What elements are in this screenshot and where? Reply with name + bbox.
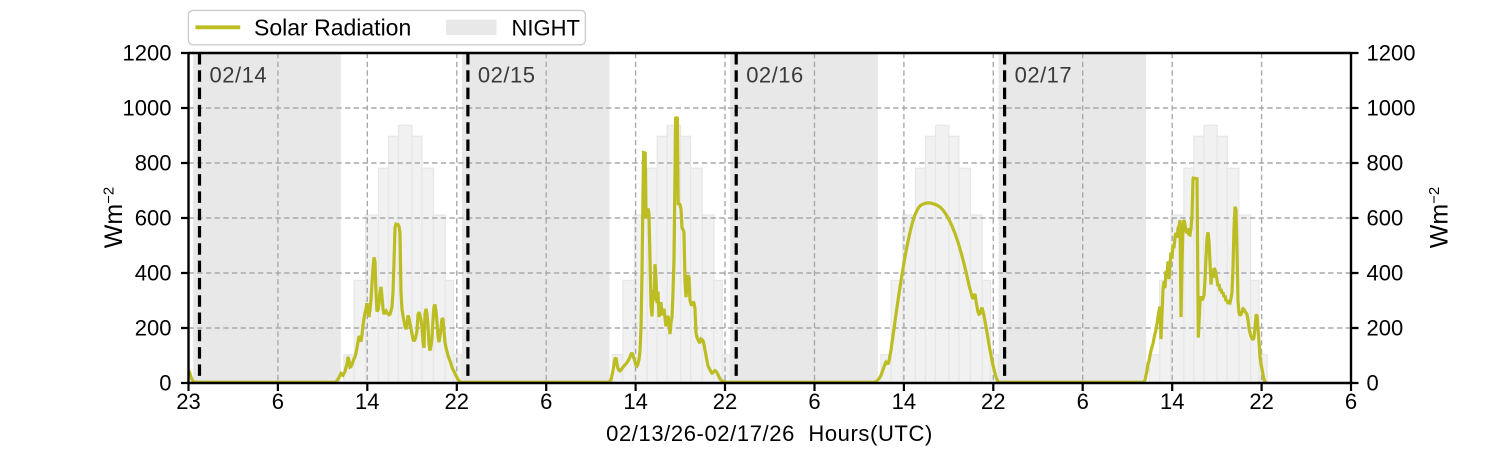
svg-text:6: 6 xyxy=(540,389,552,414)
svg-text:02/14: 02/14 xyxy=(210,63,268,88)
svg-text:02/17: 02/17 xyxy=(1015,63,1073,88)
svg-text:14: 14 xyxy=(1160,389,1184,414)
svg-text:200: 200 xyxy=(135,316,172,341)
svg-text:02/16: 02/16 xyxy=(746,63,804,88)
svg-text:1000: 1000 xyxy=(1367,96,1416,121)
svg-text:14: 14 xyxy=(623,389,647,414)
svg-text:Solar Radiation: Solar Radiation xyxy=(254,15,411,41)
svg-text:NIGHT: NIGHT xyxy=(512,16,580,41)
svg-text:200: 200 xyxy=(1367,316,1404,341)
svg-text:800: 800 xyxy=(1367,151,1404,176)
svg-text:0: 0 xyxy=(1367,371,1379,396)
svg-text:22: 22 xyxy=(445,389,469,414)
svg-text:1000: 1000 xyxy=(123,96,172,121)
svg-text:600: 600 xyxy=(135,206,172,231)
svg-text:400: 400 xyxy=(135,261,172,286)
svg-text:6: 6 xyxy=(808,389,820,414)
svg-text:22: 22 xyxy=(1249,389,1273,414)
svg-text:23: 23 xyxy=(176,389,200,414)
svg-text:6: 6 xyxy=(1345,389,1357,414)
svg-text:1200: 1200 xyxy=(1367,41,1416,66)
svg-text:14: 14 xyxy=(355,389,379,414)
svg-text:1200: 1200 xyxy=(123,41,172,66)
svg-text:400: 400 xyxy=(1367,261,1404,286)
svg-text:0: 0 xyxy=(159,371,171,396)
svg-text:6: 6 xyxy=(1077,389,1089,414)
svg-text:02/13/26-02/17/26 Hours(UTC): 02/13/26-02/17/26 Hours(UTC) xyxy=(606,421,933,446)
svg-text:02/15: 02/15 xyxy=(478,63,536,88)
svg-text:600: 600 xyxy=(1367,206,1404,231)
svg-text:14: 14 xyxy=(892,389,916,414)
svg-text:6: 6 xyxy=(272,389,284,414)
svg-text:22: 22 xyxy=(981,389,1005,414)
svg-text:800: 800 xyxy=(135,151,172,176)
svg-text:22: 22 xyxy=(713,389,737,414)
